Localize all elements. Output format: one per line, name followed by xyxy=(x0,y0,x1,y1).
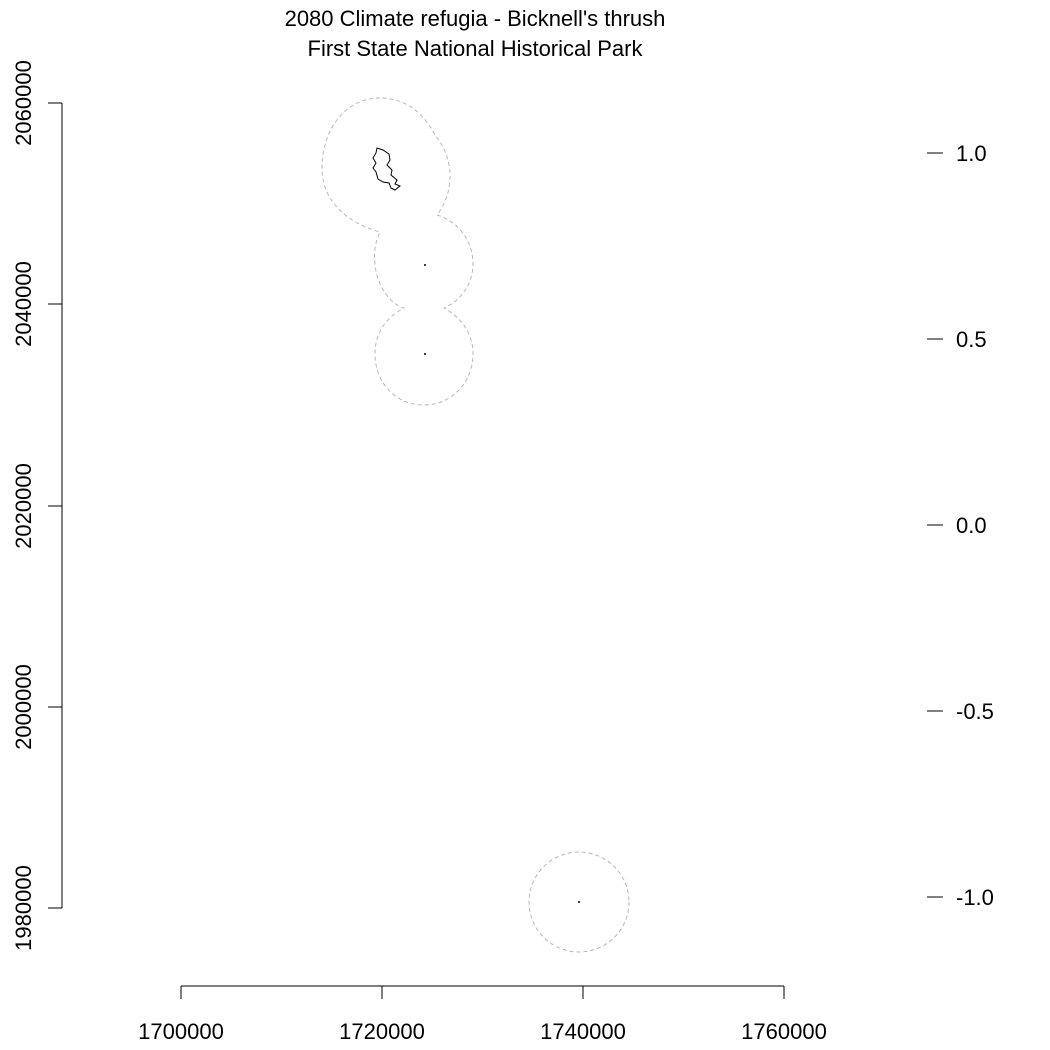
y-tick-label: 1980000 xyxy=(11,865,36,951)
refugia-point xyxy=(578,901,580,903)
map-title: 2080 Climate refugia - Bicknell's thrush xyxy=(285,6,666,31)
refugia-buffer-south xyxy=(528,851,630,953)
y-tick-label: 2020000 xyxy=(11,463,36,549)
y-axis: 2060000 2040000 2020000 2000000 1980000 xyxy=(11,60,63,951)
legend-tick-label: 0.0 xyxy=(956,513,987,538)
x-tick-label: 1740000 xyxy=(540,1019,626,1044)
x-axis: 1700000 1720000 1740000 1760000 xyxy=(138,985,827,1044)
x-tick-label: 1700000 xyxy=(138,1019,224,1044)
refugia-buffer-north xyxy=(321,97,474,406)
y-tick-label: 2000000 xyxy=(11,664,36,750)
y-tick-label: 2040000 xyxy=(11,261,36,347)
legend-tick-label: 0.5 xyxy=(956,327,987,352)
legend-tick-label: -1.0 xyxy=(956,885,994,910)
y-tick-label: 2060000 xyxy=(11,60,36,146)
map-subtitle: First State National Historical Park xyxy=(308,36,644,61)
refugia-polygon xyxy=(372,147,401,191)
legend-tick-label: -0.5 xyxy=(956,699,994,724)
refugia-point xyxy=(424,264,426,266)
legend-axis: 1.0 0.5 0.0 -0.5 -1.0 xyxy=(927,141,994,910)
x-tick-label: 1720000 xyxy=(339,1019,425,1044)
legend-tick-label: 1.0 xyxy=(956,141,987,166)
refugia-point xyxy=(424,353,426,355)
x-tick-label: 1760000 xyxy=(741,1019,827,1044)
